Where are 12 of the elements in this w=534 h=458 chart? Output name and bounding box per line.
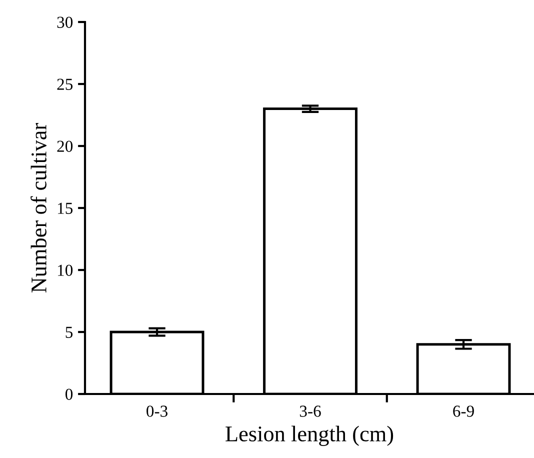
- x-axis-title: Lesion length (cm): [226, 426, 394, 446]
- y-axis-title: Number of cultivar: [30, 123, 46, 293]
- x-tick-label: 0-3: [146, 406, 168, 417]
- y-tick-label: 10: [58, 264, 73, 276]
- y-tick-label: 30: [57, 16, 73, 28]
- y-tick-label: 5: [66, 326, 73, 338]
- y-tick-label: 25: [57, 78, 73, 90]
- y-tick-label: 20: [57, 140, 73, 152]
- y-tick-label: 15: [58, 202, 73, 214]
- x-tick-label: 6-9: [453, 406, 474, 417]
- x-tick-label: 3-6: [300, 406, 321, 417]
- y-tick-label: 0: [65, 388, 73, 400]
